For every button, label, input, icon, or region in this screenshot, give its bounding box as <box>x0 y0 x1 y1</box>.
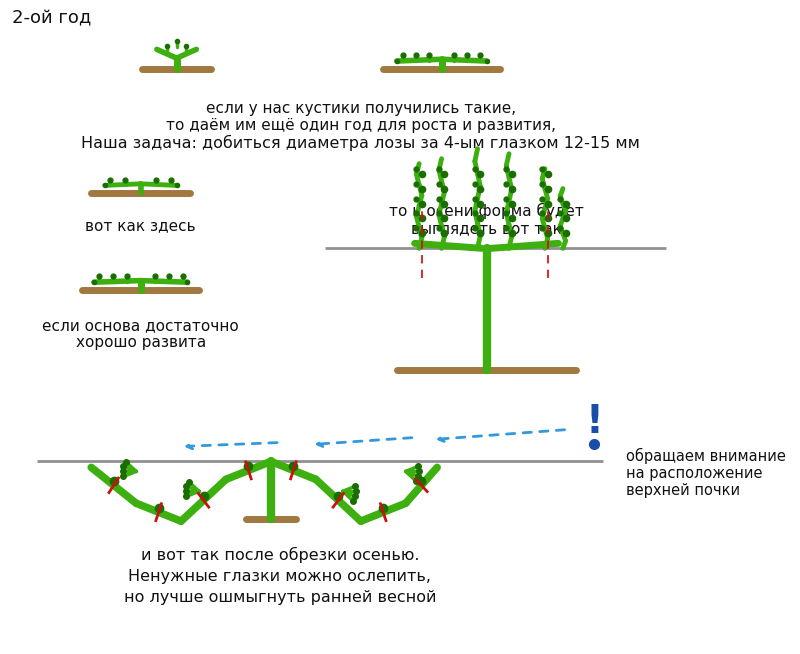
Text: вот как здесь: вот как здесь <box>86 218 196 233</box>
Text: обращаем внимание
на расположение
верхней почки: обращаем внимание на расположение верхне… <box>626 447 786 498</box>
Text: 2-ой год: 2-ой год <box>12 9 91 27</box>
Text: если у нас кустики получились такие,: если у нас кустики получились такие, <box>206 101 516 116</box>
Text: и вот так после обрезки осенью.
Ненужные глазки можно ослепить,
но лучше ошмыгну: и вот так после обрезки осенью. Ненужные… <box>124 547 436 605</box>
Text: если основа достаточно
хорошо развита: если основа достаточно хорошо развита <box>42 318 239 351</box>
Text: !: ! <box>586 403 603 441</box>
Text: то к осени форма будет
выглядеть вот так: то к осени форма будет выглядеть вот так <box>389 203 584 236</box>
Text: то даём им ещё один год для роста и развития,: то даём им ещё один год для роста и разв… <box>166 118 556 133</box>
Text: Наша задача: добиться диаметра лозы за 4-ым глазком 12-15 мм: Наша задача: добиться диаметра лозы за 4… <box>82 135 640 151</box>
